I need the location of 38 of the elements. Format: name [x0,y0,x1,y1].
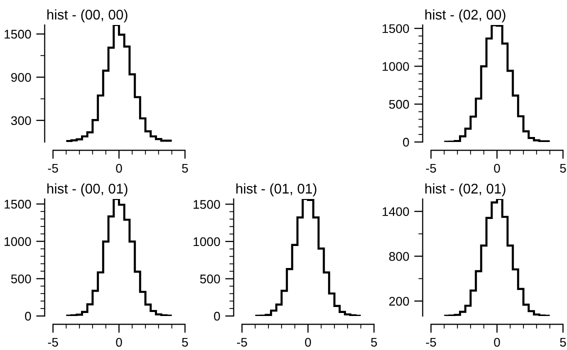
y-tick-label: 900 [11,73,31,82]
x-tick-label: 0 [494,338,500,347]
y-tick-label: 1000 [382,62,409,71]
x-tick-label: 0 [494,164,500,173]
x-tick-label: 5 [371,338,377,347]
chart-title: hist - (01, 01) [236,183,316,196]
y-tick-label: 0 [25,312,31,321]
x-tick-label: -5 [48,338,58,347]
y-tick-label: 500 [389,100,409,109]
y-tick-label: 1400 [382,207,409,216]
chart-title: hist - (02, 00) [425,9,506,22]
y-tick-label: 800 [389,252,409,261]
x-tick-label: -5 [48,164,58,173]
x-tick-label: 5 [560,164,566,173]
x-tick-label: -5 [426,338,436,347]
chart-title: hist - (00, 01) [47,183,128,196]
x-tick-label: 0 [116,164,122,173]
x-tick-label: 0 [305,338,311,347]
chart-title: hist - (00, 00) [47,9,128,22]
y-tick-label: 0 [403,138,409,147]
y-tick-label: 300 [11,116,31,126]
x-tick-label: 0 [116,338,122,347]
y-tick-label: 1000 [194,237,220,246]
x-tick-label: 5 [182,164,188,173]
y-tick-label: 1500 [194,200,220,209]
y-tick-label: 0 [214,312,220,321]
y-tick-label: 500 [200,274,220,284]
y-tick-label: 500 [11,274,31,284]
x-tick-label: 5 [560,338,566,347]
y-tick-label: 200 [389,296,409,306]
y-tick-label: 1500 [4,30,31,39]
x-tick-label: -5 [426,164,436,173]
y-tick-label: 1000 [4,237,31,246]
x-tick-label: -5 [237,338,248,347]
chart-title: hist - (02, 01) [425,183,506,196]
x-tick-label: 5 [182,338,188,347]
y-tick-label: 1500 [4,200,31,209]
y-tick-label: 1500 [382,24,409,34]
